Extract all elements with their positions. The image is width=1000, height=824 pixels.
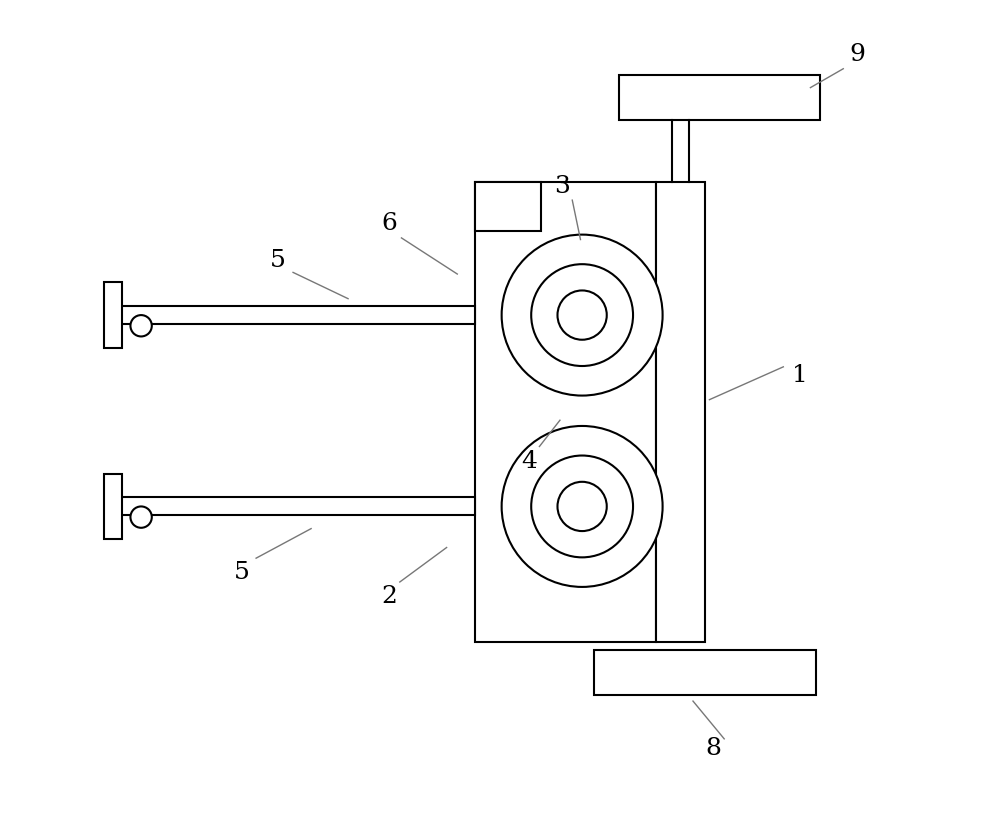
Text: 5: 5 — [233, 560, 249, 583]
Circle shape — [130, 507, 152, 528]
FancyBboxPatch shape — [104, 283, 122, 348]
FancyBboxPatch shape — [475, 182, 656, 642]
FancyBboxPatch shape — [656, 182, 705, 642]
FancyBboxPatch shape — [104, 474, 122, 539]
Circle shape — [502, 235, 663, 396]
Text: 6: 6 — [381, 212, 397, 235]
Circle shape — [502, 426, 663, 587]
FancyBboxPatch shape — [118, 306, 475, 324]
FancyBboxPatch shape — [118, 498, 475, 516]
FancyBboxPatch shape — [594, 650, 816, 695]
Circle shape — [557, 290, 607, 339]
Text: 4: 4 — [521, 450, 537, 473]
Text: 1: 1 — [792, 363, 808, 386]
Circle shape — [531, 265, 633, 366]
Circle shape — [130, 315, 152, 336]
Text: 3: 3 — [554, 175, 570, 198]
Text: 2: 2 — [381, 585, 397, 608]
FancyBboxPatch shape — [619, 75, 820, 120]
Text: 5: 5 — [270, 249, 286, 272]
Text: 9: 9 — [849, 44, 865, 66]
Circle shape — [531, 456, 633, 557]
FancyBboxPatch shape — [475, 182, 541, 232]
Text: 8: 8 — [706, 737, 721, 761]
Circle shape — [557, 482, 607, 531]
